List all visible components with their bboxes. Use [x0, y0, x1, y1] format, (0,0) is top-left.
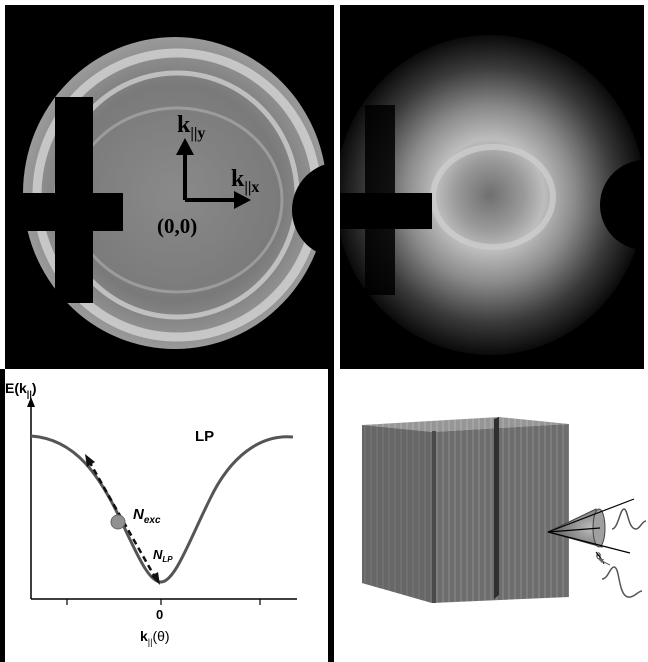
sample-holder-horizontal	[5, 193, 123, 231]
ky-label: k||y	[177, 112, 205, 142]
lower-wave-packet	[601, 566, 643, 598]
edge-shadow	[292, 162, 334, 258]
sample-holder-arm	[340, 193, 432, 229]
n-exc-label: Nexc	[133, 506, 161, 526]
cavity-cube	[362, 417, 569, 603]
microcavity-schematic: θ	[334, 369, 648, 662]
emission-disc	[23, 37, 327, 349]
tangent-line	[87, 460, 158, 580]
kx-label: k||x	[231, 166, 259, 196]
far-field-left-svg: k||y k||x (0,0)	[5, 37, 334, 349]
x-axis-label: k||(θ)	[140, 628, 170, 647]
dispersion-svg: E(k||) LP Nexc NLP 0 k||(θ)	[5, 380, 297, 647]
y-axis-label: E(k||)	[5, 380, 37, 399]
far-field-image-left: k||y k||x (0,0)	[5, 5, 334, 369]
n-exc-dot	[110, 514, 126, 530]
dispersion-diagram: E(k||) LP Nexc NLP 0 k||(θ)	[5, 369, 328, 662]
far-field-image-right	[340, 5, 644, 369]
condensate-emission	[340, 35, 644, 355]
far-field-right-svg	[340, 35, 644, 355]
upper-wave-packet	[611, 508, 647, 530]
left-border	[0, 369, 5, 662]
origin-label: (0,0)	[157, 214, 197, 238]
n-lp-label: NLP	[153, 547, 173, 564]
theta-label: θ	[596, 551, 601, 561]
lp-label: LP	[195, 428, 214, 445]
k-axes	[176, 138, 251, 209]
center-divider	[328, 369, 334, 662]
emission-cone	[546, 498, 635, 565]
condensate-ring	[430, 144, 556, 250]
x-tick-zero: 0	[156, 607, 163, 622]
microcavity-svg: θ	[362, 417, 647, 603]
lp-curve	[30, 434, 294, 584]
